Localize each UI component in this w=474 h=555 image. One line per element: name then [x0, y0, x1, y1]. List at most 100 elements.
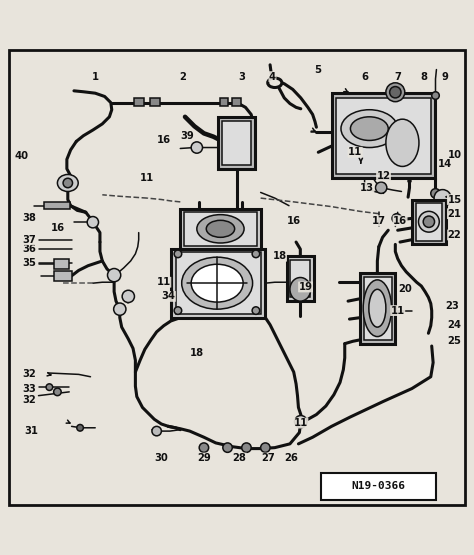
- Circle shape: [77, 425, 83, 431]
- Text: 21: 21: [447, 209, 461, 219]
- Bar: [331, 93, 436, 178]
- Text: 27: 27: [261, 453, 274, 463]
- Text: 16: 16: [50, 223, 64, 233]
- Text: 32: 32: [22, 370, 36, 380]
- Circle shape: [223, 443, 232, 452]
- Text: 14: 14: [438, 159, 452, 169]
- Circle shape: [252, 250, 260, 258]
- Ellipse shape: [191, 264, 243, 302]
- Bar: [222, 120, 251, 165]
- Circle shape: [423, 216, 435, 228]
- Bar: [134, 98, 145, 107]
- Text: 7: 7: [394, 72, 401, 82]
- Circle shape: [54, 388, 61, 396]
- Text: 11: 11: [391, 306, 405, 316]
- Text: 36: 36: [22, 244, 36, 254]
- Bar: [150, 98, 160, 107]
- Text: 33: 33: [22, 384, 36, 393]
- Text: 30: 30: [155, 453, 168, 463]
- Text: 13: 13: [360, 183, 374, 193]
- FancyBboxPatch shape: [321, 473, 437, 500]
- Bar: [412, 199, 446, 244]
- Ellipse shape: [350, 117, 388, 140]
- Text: 6: 6: [361, 72, 368, 82]
- Text: 17: 17: [372, 216, 386, 226]
- Circle shape: [199, 443, 209, 452]
- Bar: [336, 98, 431, 174]
- Bar: [364, 276, 392, 340]
- Text: 18: 18: [190, 348, 204, 358]
- Bar: [219, 98, 228, 107]
- Bar: [54, 271, 72, 281]
- Text: 20: 20: [398, 284, 411, 294]
- Circle shape: [295, 416, 307, 428]
- Text: 25: 25: [447, 336, 461, 346]
- Bar: [175, 253, 261, 314]
- Bar: [287, 256, 314, 301]
- Text: 10: 10: [447, 150, 461, 160]
- Bar: [171, 249, 265, 317]
- Circle shape: [252, 307, 260, 314]
- Text: 5: 5: [314, 64, 321, 74]
- Circle shape: [386, 83, 405, 102]
- Bar: [218, 117, 255, 169]
- Circle shape: [152, 426, 161, 436]
- Text: 9: 9: [441, 72, 448, 82]
- Circle shape: [87, 216, 99, 228]
- Circle shape: [174, 307, 182, 314]
- Text: 18: 18: [273, 251, 287, 261]
- Circle shape: [63, 178, 73, 188]
- Circle shape: [242, 443, 251, 452]
- Text: 22: 22: [447, 230, 461, 240]
- Text: 11: 11: [294, 418, 308, 428]
- Text: 32: 32: [22, 395, 36, 405]
- Circle shape: [46, 384, 53, 391]
- Ellipse shape: [290, 278, 311, 301]
- Bar: [416, 203, 442, 241]
- Circle shape: [122, 290, 135, 302]
- Text: 16: 16: [287, 216, 301, 226]
- Circle shape: [174, 250, 182, 258]
- Text: 16: 16: [393, 216, 407, 226]
- Text: 37: 37: [22, 235, 36, 245]
- Bar: [180, 209, 261, 249]
- Text: 1: 1: [91, 72, 99, 82]
- Text: 26: 26: [284, 453, 298, 463]
- Text: 31: 31: [25, 426, 38, 436]
- Bar: [54, 259, 69, 269]
- Bar: [44, 203, 70, 209]
- Circle shape: [390, 87, 401, 98]
- Ellipse shape: [363, 280, 392, 336]
- Circle shape: [434, 190, 451, 206]
- Circle shape: [432, 92, 439, 99]
- Text: 4: 4: [269, 72, 276, 82]
- Text: 24: 24: [447, 320, 461, 330]
- Ellipse shape: [369, 289, 386, 327]
- Ellipse shape: [341, 110, 398, 148]
- Text: 11: 11: [348, 147, 362, 157]
- Ellipse shape: [182, 257, 253, 309]
- Bar: [360, 273, 395, 344]
- Text: N19-0366: N19-0366: [352, 481, 406, 491]
- Circle shape: [392, 214, 401, 223]
- Ellipse shape: [206, 220, 235, 238]
- Bar: [184, 212, 257, 246]
- Ellipse shape: [57, 174, 78, 191]
- Text: 23: 23: [445, 301, 459, 311]
- Circle shape: [191, 142, 202, 153]
- Bar: [232, 98, 241, 107]
- Circle shape: [419, 211, 439, 232]
- Circle shape: [375, 182, 387, 193]
- Circle shape: [261, 443, 270, 452]
- Text: 29: 29: [197, 453, 211, 463]
- Text: 2: 2: [179, 72, 186, 82]
- Circle shape: [114, 303, 126, 315]
- Text: 19: 19: [299, 282, 312, 292]
- Bar: [291, 260, 310, 297]
- Text: 11: 11: [156, 278, 171, 287]
- Text: 28: 28: [232, 453, 246, 463]
- Circle shape: [382, 305, 394, 317]
- Text: 35: 35: [22, 258, 36, 268]
- Text: 11: 11: [140, 173, 155, 183]
- Ellipse shape: [386, 119, 419, 166]
